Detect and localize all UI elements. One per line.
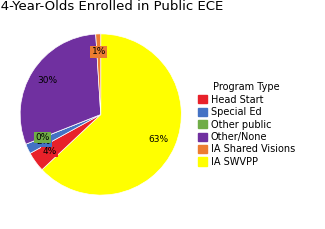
- Text: 63%: 63%: [149, 135, 168, 144]
- Text: 4%: 4%: [43, 147, 57, 156]
- Text: 30%: 30%: [38, 76, 58, 85]
- Text: Percent of 4-Year-Olds Enrolled in Public ECE: Percent of 4-Year-Olds Enrolled in Publi…: [0, 0, 224, 13]
- Wedge shape: [42, 34, 181, 195]
- Wedge shape: [26, 114, 101, 153]
- Text: 1%: 1%: [92, 47, 106, 56]
- Wedge shape: [26, 114, 101, 144]
- Text: 2%: 2%: [37, 137, 51, 146]
- Wedge shape: [20, 34, 101, 144]
- Wedge shape: [96, 34, 101, 114]
- Wedge shape: [30, 114, 101, 170]
- Legend: Head Start, Special Ed, Other public, Other/None, IA Shared Visions, IA SWVPP: Head Start, Special Ed, Other public, Ot…: [196, 80, 297, 169]
- Text: 0%: 0%: [35, 133, 49, 142]
